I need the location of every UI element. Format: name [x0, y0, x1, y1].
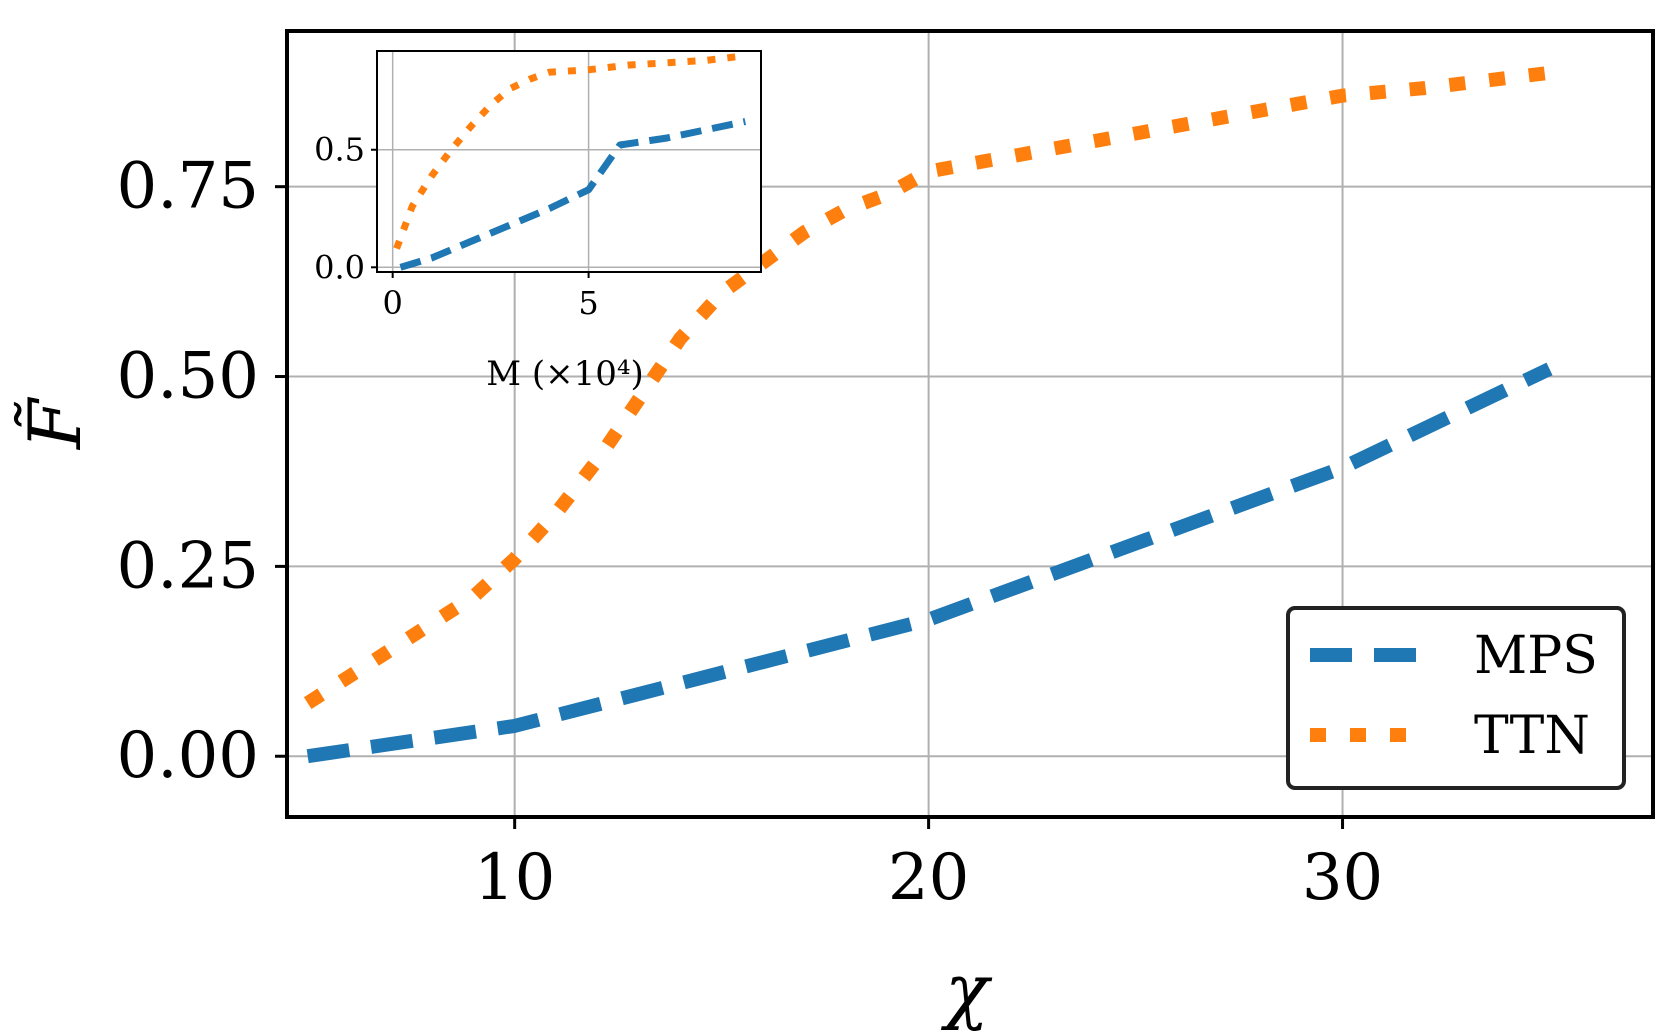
main-y-tick-label: 0.75: [117, 150, 260, 224]
legend-mps-label: MPS: [1474, 626, 1598, 686]
inset-tick-marks: [371, 148, 590, 278]
inset-series-group: [393, 52, 747, 271]
main-plot-frame: [285, 29, 1655, 819]
main-mps-series-line: [306, 362, 1553, 764]
inset-plot-frame: [376, 50, 762, 273]
legend-ttn-label: TTN: [1474, 706, 1590, 766]
inset-x-tick-label: 5: [578, 284, 598, 322]
main-y-axis-label: F̃: [13, 396, 97, 451]
main-x-axis-label: χ: [940, 948, 993, 1032]
legend-box: [1286, 606, 1626, 790]
main-y-tick-label: 0.25: [117, 529, 260, 603]
inset-y-tick-label: 0.0: [314, 248, 365, 286]
main-x-tick-label: 30: [1302, 841, 1383, 915]
legend: MPS TTN: [1286, 606, 1626, 790]
main-ttn-series-line: [303, 65, 1551, 709]
main-tick-marks: [275, 185, 1345, 829]
main-series-group: [303, 65, 1553, 764]
inset-gridlines: [377, 51, 761, 272]
inset-x-tick-label: 0: [382, 284, 402, 322]
main-x-tick-label: 20: [888, 841, 969, 915]
main-tick-labels: 10 20 300.000.250.500.75: [117, 150, 1384, 915]
inset-x-axis-label: M (×10⁴): [486, 354, 644, 394]
inset-mps-series-line: [399, 118, 747, 271]
main-y-tick-label: 0.50: [117, 340, 260, 414]
inset-background: [377, 51, 761, 272]
inset-tick-labels: 0 5 0.0 0.5: [314, 131, 599, 322]
inset-ttn-series-line: [393, 52, 746, 250]
inset-y-tick-label: 0.5: [314, 131, 365, 169]
main-y-tick-label: 0.00: [117, 719, 260, 793]
main-x-tick-label: 10: [474, 841, 555, 915]
